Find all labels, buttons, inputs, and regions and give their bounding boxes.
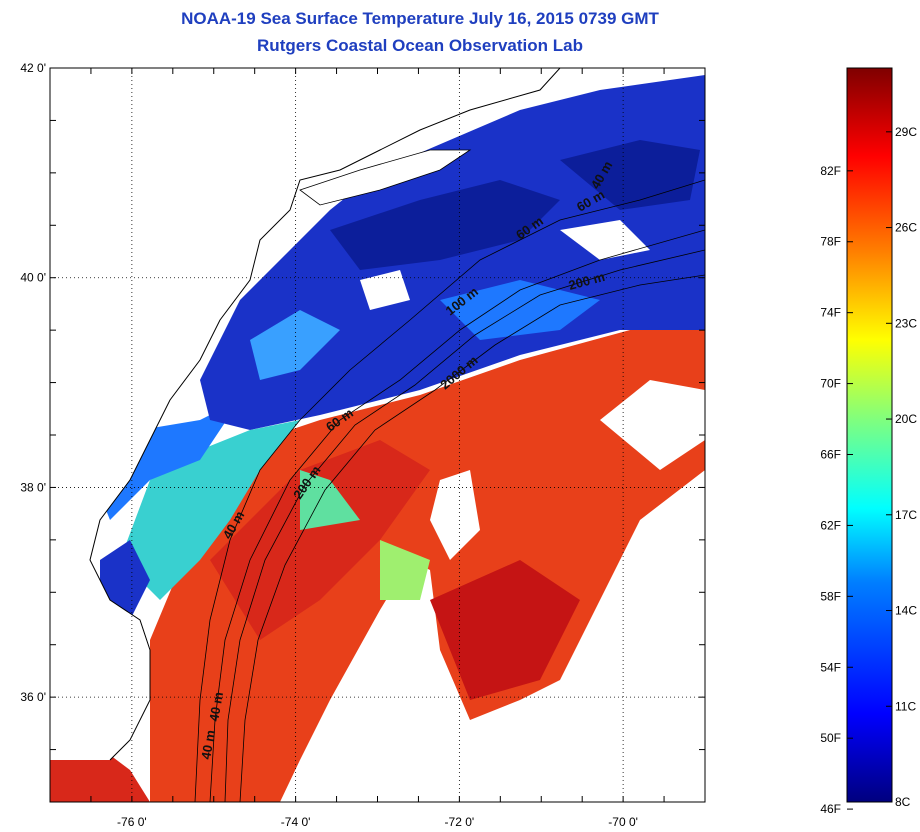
coastline [89, 68, 561, 761]
colorbar-labels: 82F 78F 74F 70F 66F 62F 58F 54F 50F 46F 29C 26C 23C 2… [820, 125, 917, 816]
lat-tick-label: 36 0' [20, 690, 46, 704]
colorbar-label-f: 50F [820, 731, 841, 745]
colorbar-label-f: 74F [820, 306, 841, 320]
colorbar-label-c: 8C [895, 795, 911, 809]
colorbar-label-f: 78F [820, 235, 841, 249]
map-subtitle: Rutgers Coastal Ocean Observation Lab [257, 36, 583, 55]
colorbar-label-c: 14C [895, 604, 917, 618]
sst-field [50, 68, 705, 802]
contour-label: 40 m [198, 729, 218, 761]
lat-tick-label: 42 0' [20, 61, 46, 75]
colorbar-label-f: 66F [820, 448, 841, 462]
colorbar-label-f: 58F [820, 589, 841, 603]
colorbar-label-c: 23C [895, 316, 917, 330]
colorbar [846, 67, 893, 803]
bathymetry-contours [194, 179, 705, 802]
colorbar-label-c: 17C [895, 508, 917, 522]
colorbar-label-f: 70F [820, 377, 841, 391]
colorbar-label-f: 62F [820, 518, 841, 532]
colorbar-label-f: 54F [820, 660, 841, 674]
lat-tick-label: 40 0' [20, 271, 46, 285]
lat-tick-label: 38 0' [20, 480, 46, 494]
land-mainland [50, 68, 560, 760]
lon-tick-label: -74 0' [281, 815, 311, 829]
axis-ticks: 42 0' 40 0' 38 0' 36 0' -76 0' -74 0' -72 0' -7… [20, 61, 706, 829]
colorbar-label-f: 46F [820, 802, 841, 816]
colorbar-label-c: 11C [895, 699, 916, 713]
contour-label: 40 m [206, 691, 226, 723]
lon-tick-label: -76 0' [117, 815, 147, 829]
colorbar-label-c: 26C [895, 221, 917, 235]
lon-tick-label: -72 0' [445, 815, 475, 829]
colorbar-label-f: 82F [820, 164, 841, 178]
map-title: NOAA-19 Sea Surface Temperature July 16,… [181, 9, 659, 28]
land-long-island [299, 149, 472, 206]
colorbar-label-c: 29C [895, 125, 917, 139]
lon-tick-label: -70 0' [608, 815, 638, 829]
colorbar-label-c: 20C [895, 412, 917, 426]
